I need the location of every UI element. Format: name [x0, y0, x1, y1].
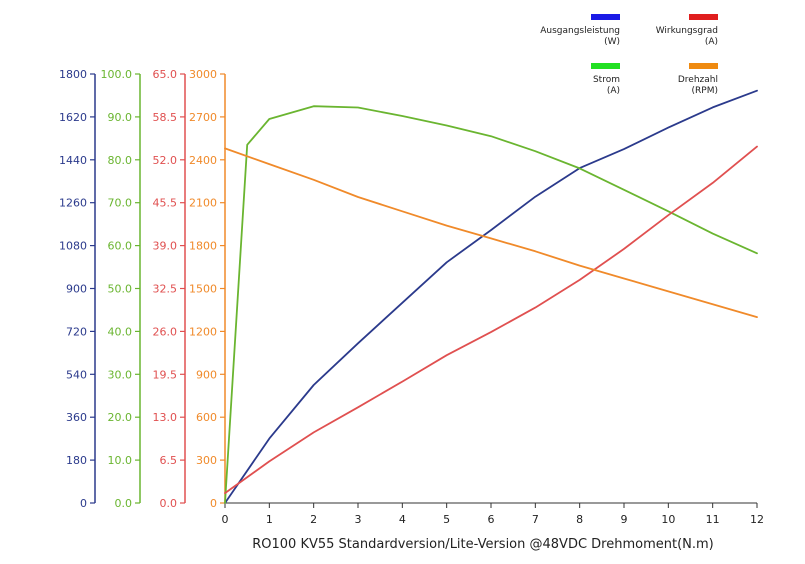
- y-tick-label-speed: 2400: [189, 154, 217, 167]
- y-tick-label-speed: 2700: [189, 111, 217, 124]
- y-tick-label-efficiency: 45.5: [153, 197, 178, 210]
- y-tick-label-power: 1440: [59, 154, 87, 167]
- x-tick-label: 6: [488, 513, 495, 526]
- x-tick-label: 10: [661, 513, 675, 526]
- legend-unit: (W): [604, 37, 620, 47]
- legend-unit: (RPM): [692, 86, 718, 96]
- y-tick-label-power: 360: [66, 411, 87, 424]
- y-tick-label-efficiency: 58.5: [153, 111, 178, 124]
- legend-swatch: [591, 63, 620, 69]
- y-tick-label-efficiency: 65.0: [153, 68, 178, 81]
- series-layer: [224, 89, 758, 504]
- x-tick-label: 8: [576, 513, 583, 526]
- x-tick-label: 7: [532, 513, 539, 526]
- x-tick-label: 11: [706, 513, 720, 526]
- y-tick-label-efficiency: 6.5: [160, 454, 178, 467]
- legend: Ausgangsleistung(W)Wirkungsgrad(A)Strom(…: [540, 14, 718, 96]
- y-tick-label-efficiency: 26.0: [153, 325, 178, 338]
- y-tick-label-efficiency: 39.0: [153, 240, 178, 253]
- legend-swatch: [689, 63, 718, 69]
- y-tick-label-efficiency: 52.0: [153, 154, 178, 167]
- y-tick-label-efficiency: 32.5: [153, 283, 178, 296]
- y-tick-label-current: 80.0: [108, 154, 133, 167]
- legend-label: Ausgangsleistung: [540, 26, 620, 36]
- x-tick-label: 5: [443, 513, 450, 526]
- x-tick-label: 0: [222, 513, 229, 526]
- y-tick-label-power: 720: [66, 325, 87, 338]
- y-tick-label-speed: 1200: [189, 325, 217, 338]
- y-tick-label-power: 1620: [59, 111, 87, 124]
- y-tick-label-speed: 300: [196, 454, 217, 467]
- y-tick-label-speed: 0: [210, 497, 217, 510]
- series-line-current: [224, 105, 758, 504]
- y-tick-label-power: 1260: [59, 197, 87, 210]
- y-tick-label-current: 40.0: [108, 325, 133, 338]
- y-tick-label-current: 20.0: [108, 411, 133, 424]
- x-tick-label: 9: [621, 513, 628, 526]
- series-line-power: [224, 89, 758, 504]
- y-tick-label-power: 540: [66, 368, 87, 381]
- legend-unit: (A): [607, 86, 620, 96]
- legend-swatch: [591, 14, 620, 20]
- y-tick-label-power: 900: [66, 283, 87, 296]
- y-tick-label-efficiency: 19.5: [153, 368, 178, 381]
- x-tick-label: 3: [355, 513, 362, 526]
- y-tick-label-speed: 1500: [189, 283, 217, 296]
- y-tick-label-speed: 600: [196, 411, 217, 424]
- series-line-speed: [224, 147, 758, 319]
- series-line-efficiency: [224, 145, 758, 495]
- y-tick-label-current: 60.0: [108, 240, 133, 253]
- legend-label: Wirkungsgrad: [656, 26, 718, 36]
- y-tick-label-power: 0: [80, 497, 87, 510]
- x-tick-label: 1: [266, 513, 273, 526]
- y-tick-label-speed: 3000: [189, 68, 217, 81]
- y-tick-label-efficiency: 0.0: [160, 497, 178, 510]
- y-tick-label-current: 90.0: [108, 111, 133, 124]
- y-tick-label-speed: 900: [196, 368, 217, 381]
- x-axis-label: RO100 KV55 Standardversion/Lite-Version …: [252, 537, 714, 552]
- x-tick-label: 2: [310, 513, 317, 526]
- y-tick-label-current: 0.0: [115, 497, 133, 510]
- axes-layer: 0 1 2 3 4 5 6 7 8 9 10 11 12018036054072090010801260…: [59, 68, 764, 526]
- legend-swatch: [689, 14, 718, 20]
- y-tick-label-speed: 1800: [189, 240, 217, 253]
- y-tick-label-current: 100.0: [101, 68, 133, 81]
- legend-label: Strom: [593, 75, 620, 85]
- y-tick-label-current: 70.0: [108, 197, 133, 210]
- x-tick-label: 4: [399, 513, 406, 526]
- y-tick-label-power: 1800: [59, 68, 87, 81]
- legend-unit: (A): [705, 37, 718, 47]
- y-tick-label-power: 180: [66, 454, 87, 467]
- y-tick-label-speed: 2100: [189, 197, 217, 210]
- y-tick-label-power: 1080: [59, 240, 87, 253]
- y-tick-label-efficiency: 13.0: [153, 411, 178, 424]
- y-tick-label-current: 50.0: [108, 283, 133, 296]
- x-tick-label: 12: [750, 513, 764, 526]
- legend-label: Drehzahl: [678, 75, 718, 85]
- y-tick-label-current: 30.0: [108, 368, 133, 381]
- y-tick-label-current: 10.0: [108, 454, 133, 467]
